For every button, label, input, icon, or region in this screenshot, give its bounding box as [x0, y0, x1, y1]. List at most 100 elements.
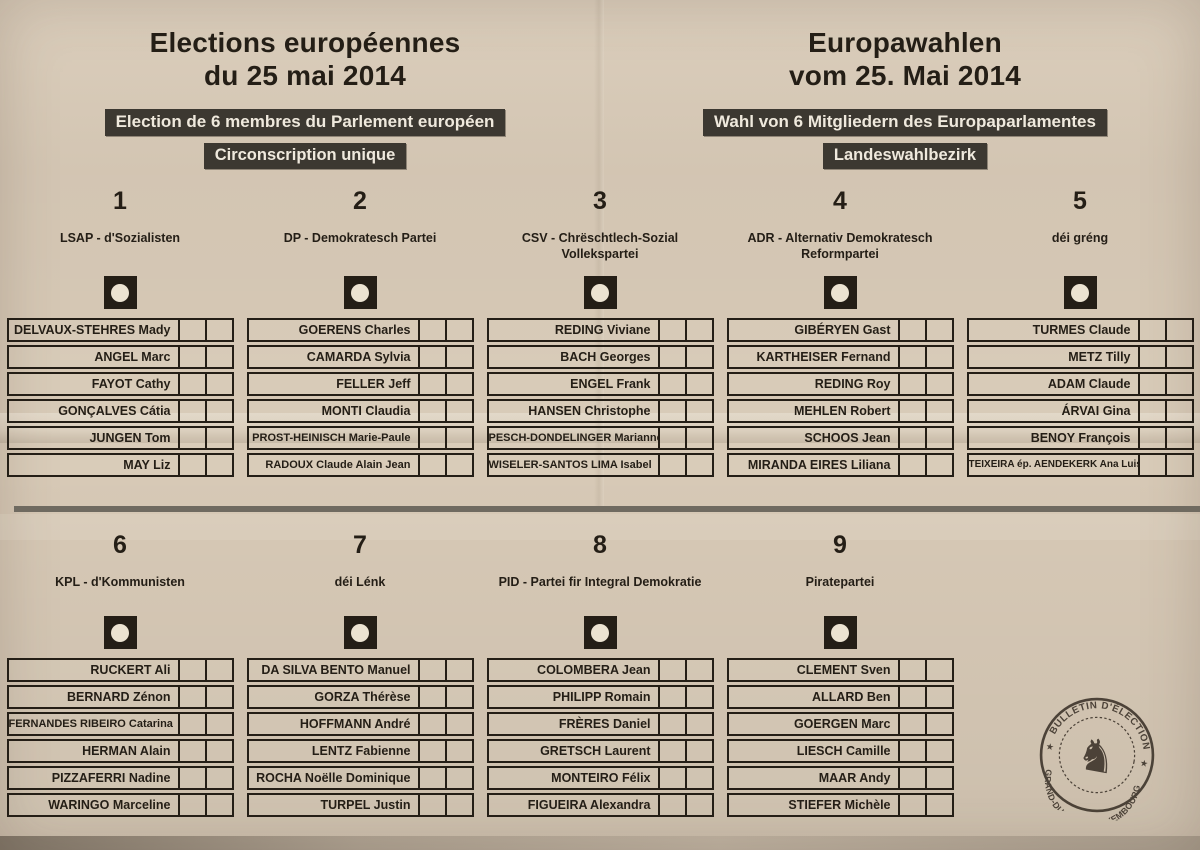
vote-cell-1[interactable]	[1140, 455, 1165, 475]
vote-cell-2[interactable]	[204, 374, 232, 394]
vote-cell-2[interactable]	[204, 428, 232, 448]
vote-cell-1[interactable]	[900, 687, 925, 707]
vote-cell-1[interactable]	[660, 660, 685, 680]
list-vote-circle[interactable]	[823, 616, 857, 649]
vote-cell-1[interactable]	[180, 714, 205, 734]
list-vote-circle[interactable]	[103, 616, 137, 649]
vote-cell-1[interactable]	[180, 374, 205, 394]
vote-cell-1[interactable]	[1140, 374, 1165, 394]
vote-cell-2[interactable]	[444, 320, 472, 340]
vote-cell-2[interactable]	[444, 660, 472, 680]
vote-cell-1[interactable]	[660, 455, 685, 475]
vote-cell-1[interactable]	[900, 428, 925, 448]
vote-cell-1[interactable]	[660, 320, 685, 340]
vote-cell-1[interactable]	[1140, 320, 1165, 340]
vote-cell-1[interactable]	[180, 401, 205, 421]
vote-cell-2[interactable]	[684, 768, 712, 788]
vote-cell-2[interactable]	[684, 428, 712, 448]
vote-cell-1[interactable]	[900, 455, 925, 475]
vote-cell-1[interactable]	[660, 768, 685, 788]
vote-cell-2[interactable]	[444, 455, 472, 475]
vote-cell-2[interactable]	[1164, 374, 1192, 394]
vote-cell-2[interactable]	[444, 714, 472, 734]
vote-cell-2[interactable]	[1164, 347, 1192, 367]
vote-cell-2[interactable]	[924, 768, 952, 788]
list-vote-circle[interactable]	[1063, 276, 1097, 309]
vote-cell-2[interactable]	[924, 401, 952, 421]
vote-cell-2[interactable]	[204, 347, 232, 367]
list-vote-circle[interactable]	[583, 276, 617, 309]
vote-cell-1[interactable]	[420, 768, 445, 788]
vote-cell-2[interactable]	[204, 714, 232, 734]
vote-cell-1[interactable]	[420, 660, 445, 680]
vote-cell-1[interactable]	[420, 455, 445, 475]
vote-cell-2[interactable]	[444, 768, 472, 788]
vote-cell-1[interactable]	[420, 795, 445, 815]
vote-cell-1[interactable]	[180, 687, 205, 707]
vote-cell-2[interactable]	[1164, 320, 1192, 340]
list-vote-circle[interactable]	[343, 616, 377, 649]
vote-cell-1[interactable]	[180, 455, 205, 475]
vote-cell-2[interactable]	[924, 714, 952, 734]
list-vote-circle[interactable]	[823, 276, 857, 309]
vote-cell-1[interactable]	[660, 795, 685, 815]
vote-cell-2[interactable]	[924, 741, 952, 761]
vote-cell-1[interactable]	[660, 741, 685, 761]
vote-cell-1[interactable]	[420, 347, 445, 367]
vote-cell-2[interactable]	[684, 320, 712, 340]
vote-cell-1[interactable]	[420, 401, 445, 421]
vote-cell-2[interactable]	[684, 660, 712, 680]
vote-cell-1[interactable]	[1140, 401, 1165, 421]
vote-cell-2[interactable]	[924, 347, 952, 367]
vote-cell-1[interactable]	[420, 714, 445, 734]
vote-cell-1[interactable]	[420, 428, 445, 448]
vote-cell-1[interactable]	[900, 714, 925, 734]
vote-cell-2[interactable]	[204, 687, 232, 707]
vote-cell-2[interactable]	[444, 741, 472, 761]
vote-cell-2[interactable]	[924, 320, 952, 340]
vote-cell-2[interactable]	[204, 768, 232, 788]
vote-cell-2[interactable]	[684, 347, 712, 367]
vote-cell-2[interactable]	[1164, 401, 1192, 421]
vote-cell-2[interactable]	[444, 687, 472, 707]
vote-cell-1[interactable]	[180, 428, 205, 448]
vote-cell-2[interactable]	[204, 320, 232, 340]
vote-cell-1[interactable]	[420, 687, 445, 707]
vote-cell-2[interactable]	[444, 795, 472, 815]
vote-cell-1[interactable]	[900, 660, 925, 680]
vote-cell-2[interactable]	[444, 374, 472, 394]
vote-cell-2[interactable]	[684, 401, 712, 421]
vote-cell-1[interactable]	[900, 320, 925, 340]
vote-cell-1[interactable]	[900, 741, 925, 761]
vote-cell-2[interactable]	[444, 401, 472, 421]
vote-cell-1[interactable]	[900, 347, 925, 367]
vote-cell-1[interactable]	[660, 687, 685, 707]
vote-cell-2[interactable]	[444, 347, 472, 367]
vote-cell-1[interactable]	[420, 374, 445, 394]
vote-cell-1[interactable]	[660, 714, 685, 734]
vote-cell-1[interactable]	[180, 347, 205, 367]
vote-cell-2[interactable]	[684, 741, 712, 761]
vote-cell-2[interactable]	[204, 795, 232, 815]
vote-cell-1[interactable]	[1140, 347, 1165, 367]
vote-cell-2[interactable]	[924, 374, 952, 394]
vote-cell-2[interactable]	[1164, 455, 1192, 475]
vote-cell-2[interactable]	[924, 687, 952, 707]
vote-cell-2[interactable]	[444, 428, 472, 448]
vote-cell-2[interactable]	[684, 455, 712, 475]
vote-cell-1[interactable]	[900, 374, 925, 394]
vote-cell-1[interactable]	[180, 795, 205, 815]
vote-cell-2[interactable]	[204, 741, 232, 761]
vote-cell-1[interactable]	[900, 401, 925, 421]
vote-cell-1[interactable]	[180, 660, 205, 680]
vote-cell-2[interactable]	[924, 795, 952, 815]
vote-cell-1[interactable]	[660, 401, 685, 421]
vote-cell-2[interactable]	[924, 455, 952, 475]
vote-cell-2[interactable]	[684, 714, 712, 734]
vote-cell-2[interactable]	[924, 428, 952, 448]
vote-cell-2[interactable]	[684, 795, 712, 815]
vote-cell-2[interactable]	[204, 401, 232, 421]
vote-cell-1[interactable]	[900, 768, 925, 788]
vote-cell-1[interactable]	[660, 428, 685, 448]
vote-cell-1[interactable]	[660, 374, 685, 394]
